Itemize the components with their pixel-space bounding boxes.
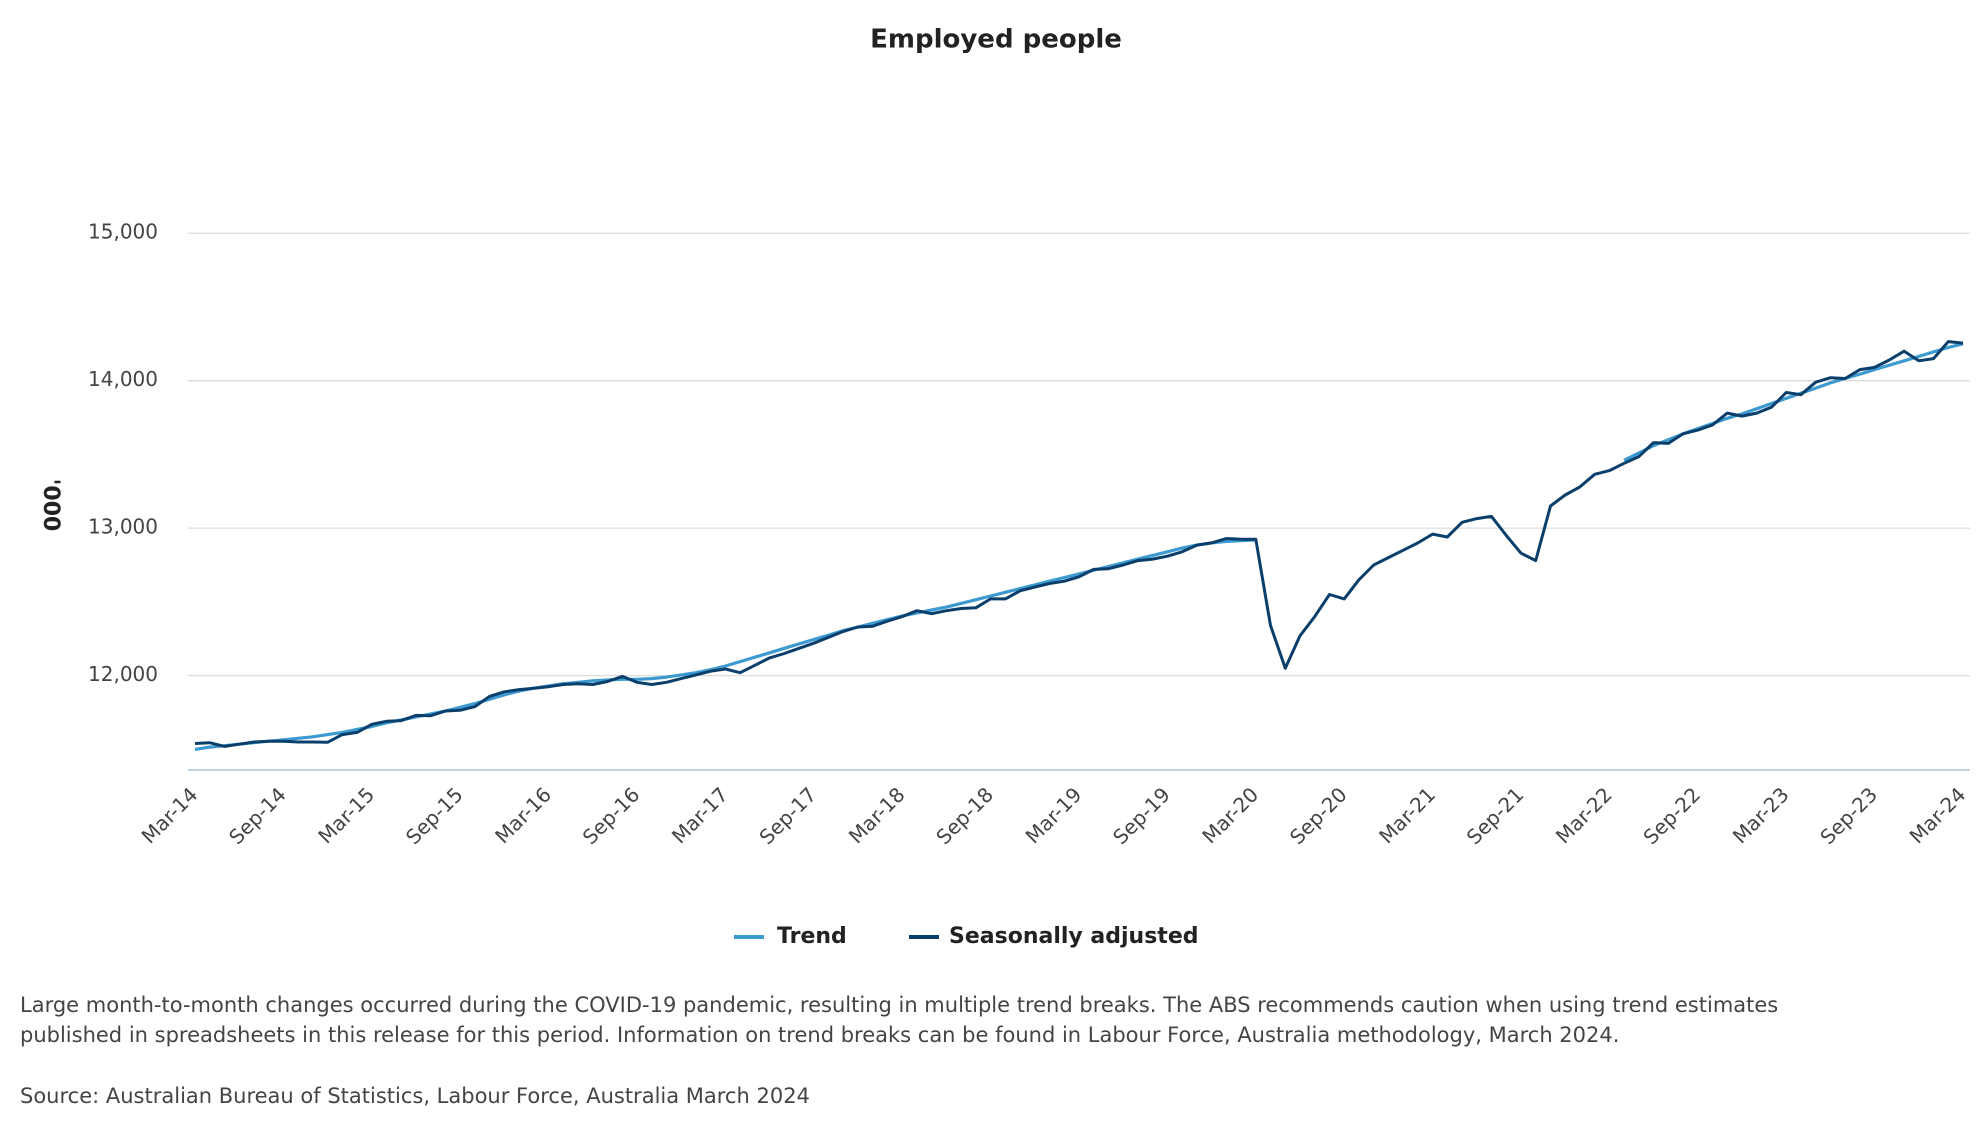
x-tick-label: Mar-17 (667, 782, 733, 848)
x-tick-label: Mar-22 (1551, 782, 1617, 848)
x-tick-label: Sep-17 (754, 782, 821, 849)
x-tick-label: Sep-19 (1108, 782, 1175, 849)
chart-title: Employed people (870, 25, 1122, 55)
x-tick-label: Sep-16 (578, 782, 645, 849)
x-tick-label: Mar-21 (1374, 782, 1440, 848)
x-tick-label: Mar-14 (137, 782, 203, 848)
note: Large month-to-month changes occurred du… (20, 993, 1779, 1047)
x-tick-label: Mar-20 (1197, 782, 1263, 848)
x-tick-label: Sep-14 (224, 782, 291, 849)
legend-label: Trend (777, 924, 847, 949)
x-tick-label: Mar-15 (313, 782, 379, 848)
x-tick-label: Sep-20 (1285, 782, 1352, 849)
y-tick-label: 12,000 (88, 662, 158, 686)
x-tick-label: Mar-18 (844, 782, 910, 848)
line-series (194, 340, 1964, 748)
x-tick-label: Sep-23 (1815, 782, 1882, 849)
x-tick-label: Mar-24 (1905, 782, 1971, 848)
chart: Employed people '000 12,000 13,000 14,000 1… (38, 25, 1971, 950)
y-axis-label: '000 (38, 479, 63, 532)
x-tick-label: Mar-23 (1728, 782, 1794, 848)
line-series (194, 342, 1964, 751)
x-tick-label: Mar-19 (1021, 782, 1087, 848)
x-tick-label: Sep-18 (931, 782, 998, 849)
legend-label: Seasonally adjusted (949, 924, 1199, 949)
y-tick-label: 13,000 (88, 515, 158, 539)
x-tick-label: Mar-16 (490, 782, 556, 848)
x-tick-label: Sep-15 (401, 782, 468, 849)
y-tick-label: 14,000 (88, 367, 158, 391)
x-tick-label: Sep-21 (1462, 782, 1529, 849)
x-tick-label: Sep-22 (1638, 782, 1705, 849)
y-tick-label: 15,000 (88, 220, 158, 244)
source: Source: Australian Bureau of Statistics,… (20, 1084, 810, 1108)
